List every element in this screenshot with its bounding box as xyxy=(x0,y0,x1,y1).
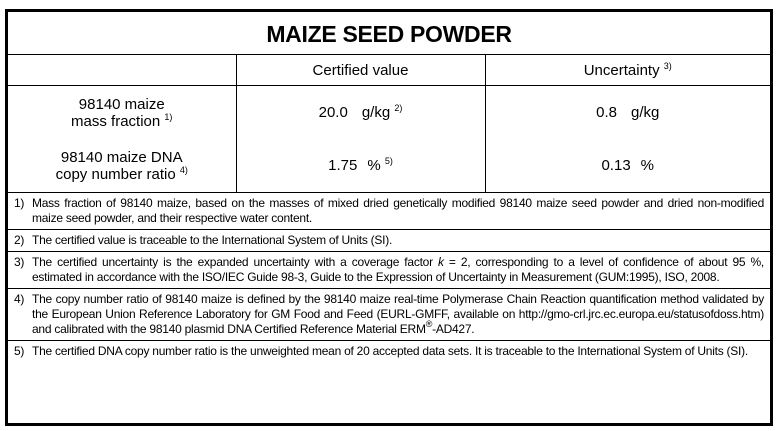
footnote-ref: 4) xyxy=(179,164,188,175)
text-part: The certified uncertainty is the expande… xyxy=(32,255,438,269)
uncertainty-cell: 0.8 g/kg 0.13% xyxy=(484,85,771,193)
header-row: Certified value Uncertainty 3) xyxy=(8,55,770,86)
label-line: 98140 maize DNA xyxy=(60,148,183,166)
uncertainty-mass: 0.8 g/kg xyxy=(486,86,771,139)
footnote-ref: 2) xyxy=(394,103,403,113)
unit: % xyxy=(367,157,381,174)
value: 0.8 xyxy=(596,104,617,121)
material-title: MAIZE SEED POWDER xyxy=(8,12,770,55)
footnote-number: 4) xyxy=(14,292,25,306)
label-line: copy number ratio xyxy=(55,165,176,183)
text-part: -AD427. xyxy=(432,322,475,336)
property-cell: 98140 maize mass fraction 1) 98140 maize… xyxy=(8,85,237,193)
footnote-ref: 3) xyxy=(663,60,672,71)
label-line: mass fraction xyxy=(71,112,161,130)
value: 0.13 xyxy=(601,157,631,174)
footnote-text: Mass fraction of 98140 maize, based on t… xyxy=(32,196,764,225)
value: 1.75 xyxy=(328,157,358,174)
uncertainty-dna: 0.13% xyxy=(486,139,771,192)
values-table: Certified value Uncertainty 3) 98140 mai… xyxy=(8,55,770,193)
certificate-table: MAIZE SEED POWDER Certified value Uncert… xyxy=(5,9,773,426)
header-uncertainty-label: Uncertainty xyxy=(583,61,660,79)
certified-value-mass: 20.0 g/kg 2) xyxy=(237,86,485,139)
footnote-1: 1) Mass fraction of 98140 maize, based on… xyxy=(8,193,770,229)
property-mass-fraction: 98140 maize mass fraction 1) xyxy=(8,86,236,139)
footnote-number: 3) xyxy=(14,255,25,269)
footnote-number: 5) xyxy=(14,344,25,358)
label-line: 98140 maize xyxy=(78,95,165,113)
registered-mark: ® xyxy=(425,319,433,329)
footnote-2: 2) The certified value is traceable to th… xyxy=(8,229,770,251)
header-certified-value: Certified value xyxy=(235,55,486,86)
footnote-4: 4) The copy number ratio of 98140 maize i… xyxy=(8,288,770,340)
unit: % xyxy=(640,157,655,174)
footnote-number: 1) xyxy=(14,196,25,210)
footnote-text: The certified value is traceable to the … xyxy=(32,233,393,247)
footnote-5: 5) The certified DNA copy number ratio is… xyxy=(8,340,770,362)
header-uncertainty: Uncertainty 3) xyxy=(484,55,770,86)
certified-value-dna: 1.75% 5) xyxy=(237,139,485,192)
unit: g/kg xyxy=(631,104,660,121)
header-empty xyxy=(8,55,237,86)
footnote-text: The certified DNA copy number ratio is t… xyxy=(32,344,748,358)
footnote-number: 2) xyxy=(14,233,25,247)
unit: g/kg xyxy=(361,104,391,121)
footnote-text: The copy number ratio of 98140 maize is … xyxy=(32,292,764,337)
property-dna-ratio: 98140 maize DNA copy number ratio 4) xyxy=(8,139,236,192)
footnote-ref: 5) xyxy=(384,156,393,166)
footnotes: 1) Mass fraction of 98140 maize, based on… xyxy=(8,193,770,362)
certified-value-cell: 20.0 g/kg 2) 1.75% 5) xyxy=(235,85,486,193)
text-part: The copy number ratio of 98140 maize is … xyxy=(32,292,764,336)
value: 20.0 xyxy=(318,104,348,121)
footnote-text: The certified uncertainty is the expande… xyxy=(32,255,764,285)
footnote-ref: 1) xyxy=(164,111,173,122)
data-rows: 98140 maize mass fraction 1) 98140 maize… xyxy=(8,85,771,193)
text-part: = 2, corresponding to a level of confide… xyxy=(32,255,764,284)
footnote-3: 3) The certified uncertainty is the expan… xyxy=(8,251,770,288)
coverage-factor-symbol: k xyxy=(438,255,444,269)
